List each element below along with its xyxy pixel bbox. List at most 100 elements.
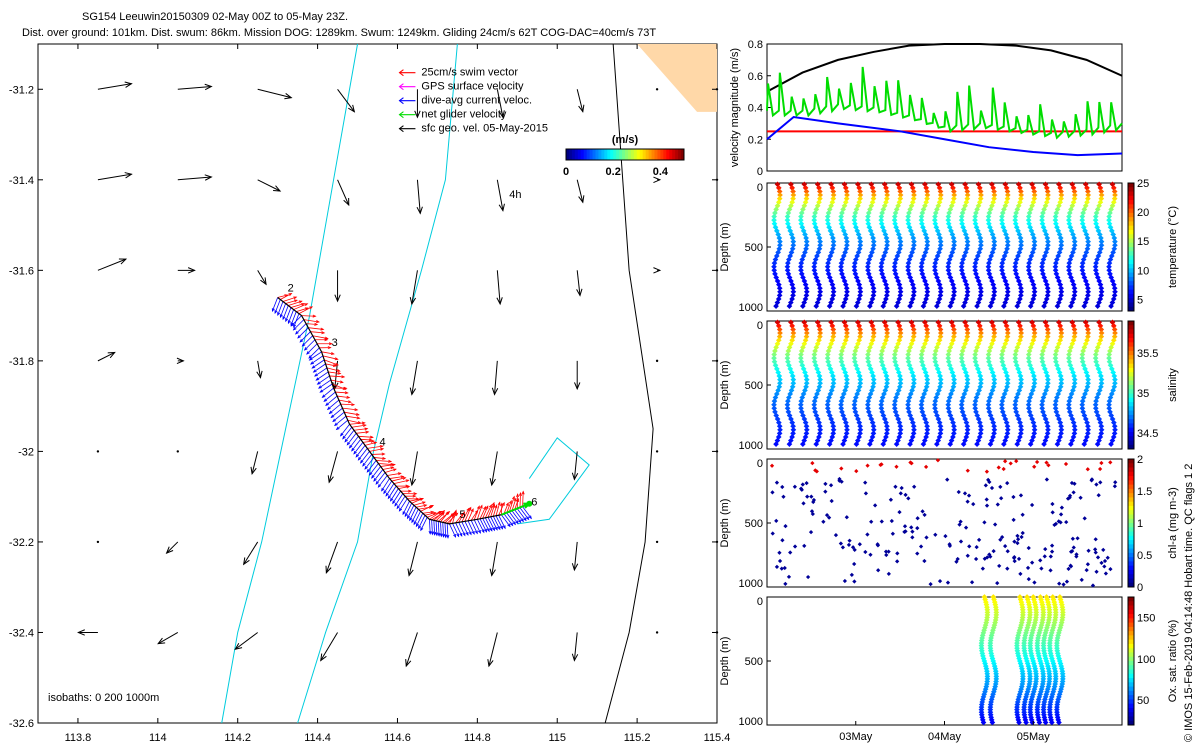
section-point (813, 441, 820, 447)
swim-vector (452, 510, 457, 524)
dac-vector-head (523, 517, 527, 522)
section-colorbar-cell (1128, 234, 1134, 239)
current-arrow (257, 88, 292, 99)
chl-point (1046, 463, 1051, 468)
chl-point (962, 491, 968, 496)
swim-vector-head (500, 502, 504, 507)
chl-point (774, 518, 779, 524)
chl-point (1011, 494, 1016, 500)
section-point (991, 326, 997, 333)
chl-point (1049, 549, 1055, 554)
section-point (974, 441, 980, 447)
swim-vector-head (301, 302, 306, 306)
section-point (864, 401, 871, 408)
dac-vector (511, 510, 521, 523)
section-point (972, 398, 979, 404)
swim-vector (306, 323, 318, 325)
section-point (985, 401, 992, 408)
section-colorbar-cell (1128, 293, 1134, 299)
section-point (977, 373, 984, 379)
swim-vector (398, 486, 410, 490)
current-arrow (405, 632, 418, 667)
section-point (878, 260, 885, 266)
section-point (1085, 426, 1092, 433)
chl-point (1068, 563, 1073, 568)
section-point (986, 260, 992, 266)
swim-vector (495, 502, 501, 516)
section-point (870, 238, 877, 245)
swim-vector-head (423, 504, 428, 508)
chl-point (1048, 568, 1053, 573)
dac-vector (282, 305, 289, 320)
map-xtick-label: 115.2 (624, 732, 651, 744)
section-point (905, 355, 911, 361)
section-colorbar-cell (1128, 427, 1134, 433)
swim-vector (519, 492, 521, 508)
swim-vector (330, 379, 343, 383)
swim-vector-head (392, 468, 397, 472)
current-dot (176, 450, 179, 453)
section-point (1017, 373, 1024, 379)
section-point (1108, 441, 1114, 447)
section-point (1053, 260, 1059, 266)
chl-point (783, 524, 788, 529)
section-point (924, 423, 930, 430)
chl-point (920, 509, 925, 514)
section-point (1079, 217, 1086, 223)
section-point (1092, 355, 1099, 361)
chl-point (922, 512, 927, 517)
chl-point (1044, 477, 1050, 482)
section-point (934, 441, 940, 447)
section-point (830, 238, 837, 245)
dac-vector-head (404, 513, 408, 518)
swim-vector (470, 510, 478, 521)
section-point (991, 423, 997, 430)
section-point (1012, 217, 1019, 223)
dac-vector-head (509, 522, 514, 527)
swim-vector-head (405, 479, 410, 483)
current-arrow-head (260, 277, 267, 286)
swim-vector (288, 300, 302, 306)
section-point (817, 423, 823, 430)
current-arrow-head (571, 653, 579, 662)
dac-vector-head (406, 515, 410, 520)
chl-point (849, 572, 854, 577)
section-point (1012, 213, 1019, 220)
section-point (978, 376, 984, 383)
section-point (825, 398, 831, 404)
current-arrow (573, 632, 578, 661)
section-point (918, 213, 925, 220)
section-point (937, 426, 944, 433)
dac-vector-head (271, 308, 275, 313)
track-day-label: 4 (380, 436, 386, 448)
section-point (999, 213, 1005, 220)
section-point (864, 263, 871, 270)
dac-vector (295, 323, 307, 335)
swim-vector (382, 466, 394, 470)
dac-vector (411, 509, 419, 523)
section-point (865, 398, 872, 404)
swim-vector-head (413, 492, 418, 496)
dac-vector-head (321, 394, 326, 398)
swim-vector-head (466, 507, 470, 512)
chl-point (966, 493, 972, 498)
dac-vector-head (486, 528, 490, 533)
chl-point (902, 529, 907, 535)
section-point (790, 376, 797, 383)
current-arrow-head (574, 382, 581, 391)
chl-point (997, 563, 1002, 569)
section-point (951, 238, 957, 245)
section-colorbar-cell (1128, 514, 1134, 520)
dac-vector (371, 466, 381, 479)
swim-vector (393, 479, 409, 484)
section-colorbar-cell (1128, 372, 1134, 377)
dac-vector (351, 439, 361, 452)
colorbar-cell (616, 149, 620, 160)
legend-head (398, 125, 404, 133)
dac-vector-head (453, 533, 457, 538)
dac-vector (288, 309, 294, 324)
dac-vector-head (528, 515, 532, 520)
section-colorbar-cell (1128, 264, 1134, 269)
